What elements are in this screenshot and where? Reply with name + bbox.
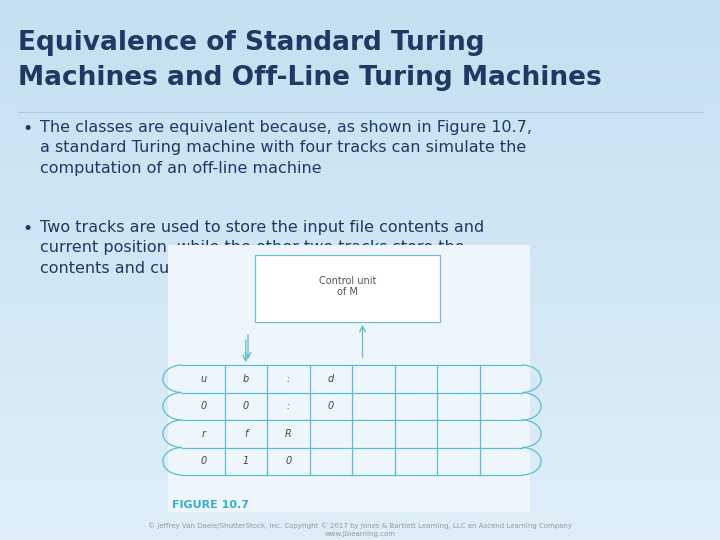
Bar — [0, 45, 720, 54]
Bar — [0, 450, 720, 459]
Bar — [0, 351, 720, 360]
Bar — [0, 108, 720, 117]
Bar — [0, 513, 720, 522]
Text: The classes are equivalent because, as shown in Figure 10.7,
a standard Turing m: The classes are equivalent because, as s… — [40, 120, 532, 176]
Bar — [0, 27, 720, 36]
Bar — [0, 126, 720, 135]
Bar — [0, 0, 720, 9]
Bar — [0, 216, 720, 225]
Bar — [0, 315, 720, 324]
Bar — [0, 423, 720, 432]
Bar — [0, 99, 720, 108]
Text: 0: 0 — [328, 401, 334, 411]
Text: :: : — [287, 401, 290, 411]
Bar — [0, 396, 720, 405]
Bar — [0, 225, 720, 234]
Bar — [0, 261, 720, 270]
Bar — [0, 234, 720, 243]
Text: R: R — [285, 429, 292, 438]
Bar — [0, 162, 720, 171]
Text: 0: 0 — [285, 456, 292, 466]
Bar — [0, 180, 720, 189]
Text: © Jeffrey Van Daele/ShutterStock, Inc. Copyright © 2017 by Jones & Bartlett Lear: © Jeffrey Van Daele/ShutterStock, Inc. C… — [148, 523, 572, 529]
Bar — [0, 288, 720, 297]
Text: Equivalence of Standard Turing: Equivalence of Standard Turing — [18, 30, 485, 56]
Bar — [0, 189, 720, 198]
Bar — [0, 81, 720, 90]
Bar — [0, 144, 720, 153]
Bar — [0, 153, 720, 162]
Bar — [0, 135, 720, 144]
Bar — [0, 279, 720, 288]
Text: f: f — [244, 429, 248, 438]
Bar — [0, 387, 720, 396]
Bar — [0, 486, 720, 495]
Bar — [0, 243, 720, 252]
Bar — [0, 504, 720, 513]
Text: :: : — [287, 374, 290, 384]
Bar — [0, 369, 720, 378]
Bar — [0, 171, 720, 180]
Bar — [0, 477, 720, 486]
FancyBboxPatch shape — [168, 245, 530, 512]
Bar — [0, 270, 720, 279]
Bar — [0, 297, 720, 306]
Bar — [0, 18, 720, 27]
Text: b: b — [243, 374, 249, 384]
Bar — [0, 333, 720, 342]
Bar — [0, 36, 720, 45]
Text: u: u — [200, 374, 207, 384]
Text: FIGURE 10.7: FIGURE 10.7 — [172, 500, 249, 510]
Text: d: d — [328, 374, 334, 384]
Text: •: • — [22, 120, 32, 138]
Bar — [0, 324, 720, 333]
Text: www.jblearning.com: www.jblearning.com — [325, 531, 395, 537]
Text: 0: 0 — [200, 401, 207, 411]
Bar — [0, 495, 720, 504]
Bar — [0, 522, 720, 531]
Bar — [0, 252, 720, 261]
Bar — [0, 432, 720, 441]
Bar — [0, 378, 720, 387]
Bar — [0, 306, 720, 315]
Text: Control unit
of M: Control unit of M — [319, 276, 376, 298]
Bar — [0, 342, 720, 351]
Bar — [0, 9, 720, 18]
Text: 0: 0 — [243, 401, 249, 411]
Bar — [0, 459, 720, 468]
Bar — [0, 468, 720, 477]
Bar — [0, 198, 720, 207]
Bar — [0, 207, 720, 216]
Text: •: • — [22, 220, 32, 238]
Bar — [0, 414, 720, 423]
Text: Machines and Off-Line Turing Machines: Machines and Off-Line Turing Machines — [18, 65, 602, 91]
Bar — [0, 72, 720, 81]
Bar — [0, 360, 720, 369]
Text: 1: 1 — [243, 456, 249, 466]
Text: Two tracks are used to store the input file contents and
current position, while: Two tracks are used to store the input f… — [40, 220, 485, 276]
Bar — [0, 441, 720, 450]
Bar — [0, 90, 720, 99]
Bar — [0, 405, 720, 414]
Bar — [0, 531, 720, 540]
Text: 0: 0 — [200, 456, 207, 466]
Bar — [0, 54, 720, 63]
Bar — [0, 63, 720, 72]
Text: r: r — [202, 429, 205, 438]
FancyBboxPatch shape — [255, 255, 440, 322]
Bar — [0, 117, 720, 126]
